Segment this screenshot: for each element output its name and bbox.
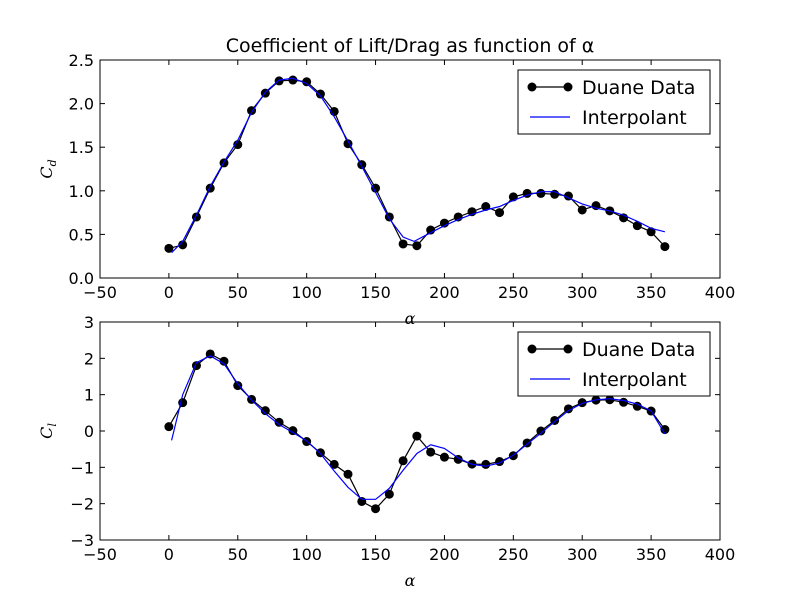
chart1-data-point bbox=[274, 76, 284, 86]
chart1-data-point bbox=[315, 89, 325, 99]
chart1-x-tick-label: 400 bbox=[705, 283, 736, 302]
chart1-x-tick-label: 350 bbox=[636, 283, 667, 302]
chart1-data-point bbox=[536, 188, 546, 198]
chart2-legend-label: Duane Data bbox=[582, 339, 695, 361]
chart2-legend bbox=[517, 331, 711, 397]
chart1-legend bbox=[517, 69, 711, 135]
chart1-data-point bbox=[302, 77, 312, 87]
chart2-data-point bbox=[260, 406, 270, 416]
chart2-y-tick-label: 2 bbox=[84, 349, 94, 368]
chart1-data-point bbox=[660, 242, 670, 252]
chart1-series-line-interpolant bbox=[171, 77, 666, 254]
chart2-data-point bbox=[550, 415, 560, 425]
chart1-y-tick-label: 1.0 bbox=[69, 182, 94, 201]
chart2-legend-marker bbox=[527, 344, 537, 354]
chart1-x-tick-label: 150 bbox=[360, 283, 391, 302]
chart2-data-point bbox=[164, 422, 174, 432]
chart2-data-point bbox=[205, 349, 215, 359]
chart1-data-point bbox=[426, 225, 436, 235]
chart2-data-point bbox=[426, 447, 436, 457]
chart2-x-tick-label: 50 bbox=[228, 545, 248, 564]
chart1-data-point bbox=[632, 221, 642, 231]
chart2-y-axis-label: Cl bbox=[37, 423, 59, 439]
chart2-legend-label: Interpolant bbox=[582, 369, 687, 391]
chart2-data-point bbox=[605, 395, 615, 405]
chart1-data-point bbox=[233, 140, 243, 150]
chart2-data-point bbox=[233, 381, 243, 391]
chart1-y-tick-label: 0.0 bbox=[69, 269, 94, 288]
chart2-x-tick-label: 250 bbox=[498, 545, 529, 564]
chart1-legend-marker bbox=[527, 82, 537, 92]
chart1-legend-marker bbox=[563, 82, 573, 92]
chart1-data-point bbox=[164, 243, 174, 253]
chart1-x-tick-label: −50 bbox=[83, 283, 117, 302]
chart1-x-axis-label: α bbox=[405, 309, 416, 328]
chart1-x-tick-label: 300 bbox=[567, 283, 598, 302]
chart1-title: Coefficient of Lift/Drag as function of … bbox=[226, 35, 595, 57]
chart2-x-tick-label: 150 bbox=[360, 545, 391, 564]
chart2-x-tick-label: 100 bbox=[291, 545, 322, 564]
chart1-data-point bbox=[205, 183, 215, 193]
chart2-data-point bbox=[274, 417, 284, 427]
chart2-x-axis-label: α bbox=[405, 571, 416, 590]
chart1-data-point bbox=[481, 201, 491, 211]
chart2-data-point bbox=[384, 489, 394, 499]
chart2-data-point bbox=[371, 504, 381, 514]
chart2-data-point bbox=[219, 356, 229, 366]
chart2-data-point bbox=[563, 404, 573, 414]
chart1-data-point bbox=[577, 205, 587, 215]
chart2-x-tick-label: 400 bbox=[705, 545, 736, 564]
chart2-y-tick-label: 0 bbox=[84, 422, 94, 441]
chart1-plot-frame bbox=[99, 59, 721, 279]
chart1-legend-label: Duane Data bbox=[582, 77, 695, 99]
chart2-data-point bbox=[329, 459, 339, 469]
chart2-x-tick-label: 350 bbox=[636, 545, 667, 564]
chart1-x-tick-label: 50 bbox=[228, 283, 248, 302]
chart1-x-tick-label: 0 bbox=[164, 283, 174, 302]
chart1-y-tick-label: 1.5 bbox=[69, 138, 94, 157]
chart1-data-point bbox=[398, 239, 408, 249]
chart2-data-point bbox=[398, 456, 408, 466]
chart1-legend-label: Interpolant bbox=[582, 107, 687, 129]
chart2-y-tick-label: 1 bbox=[84, 386, 94, 405]
chart1-data-point bbox=[495, 208, 505, 218]
chart2-data-point bbox=[357, 496, 367, 506]
chart2-y-tick-label: −1 bbox=[70, 458, 94, 477]
chart2-data-point bbox=[481, 459, 491, 469]
chart2-data-point bbox=[619, 397, 629, 407]
chart2-data-point bbox=[660, 425, 670, 435]
chart1-data-point bbox=[288, 75, 298, 85]
chart2-data-point bbox=[439, 452, 449, 462]
chart1-y-tick-label: 0.5 bbox=[69, 225, 94, 244]
chart2-y-tick-label: −2 bbox=[70, 495, 94, 514]
chart1-x-tick-label: 250 bbox=[498, 283, 529, 302]
chart2-y-tick-label: 3 bbox=[84, 313, 94, 332]
chart2-data-point bbox=[536, 426, 546, 436]
chart1-x-tick-label: 100 bbox=[291, 283, 322, 302]
chart1-data-point bbox=[646, 227, 656, 237]
chart2-data-point bbox=[343, 469, 353, 479]
chart1-data-point bbox=[178, 240, 188, 250]
chart2-y-tick-label: −3 bbox=[70, 531, 94, 550]
chart2-x-tick-label: 300 bbox=[567, 545, 598, 564]
chart1-y-tick-label: 2.0 bbox=[69, 95, 94, 114]
chart2-series-line-interpolant bbox=[171, 355, 666, 500]
chart2-data-point bbox=[412, 431, 422, 441]
chart2-x-tick-label: 200 bbox=[429, 545, 460, 564]
chart2-x-tick-label: 0 bbox=[164, 545, 174, 564]
chart1-y-tick-label: 2.5 bbox=[69, 51, 94, 70]
chart2-legend-marker bbox=[563, 344, 573, 354]
chart1-y-axis-label: Cd bbox=[37, 159, 59, 178]
chart2-x-tick-label: −50 bbox=[83, 545, 117, 564]
chart2-data-point bbox=[288, 426, 298, 436]
chart1-x-tick-label: 200 bbox=[429, 283, 460, 302]
chart1-data-point bbox=[412, 241, 422, 251]
chart1-data-point bbox=[371, 183, 381, 193]
